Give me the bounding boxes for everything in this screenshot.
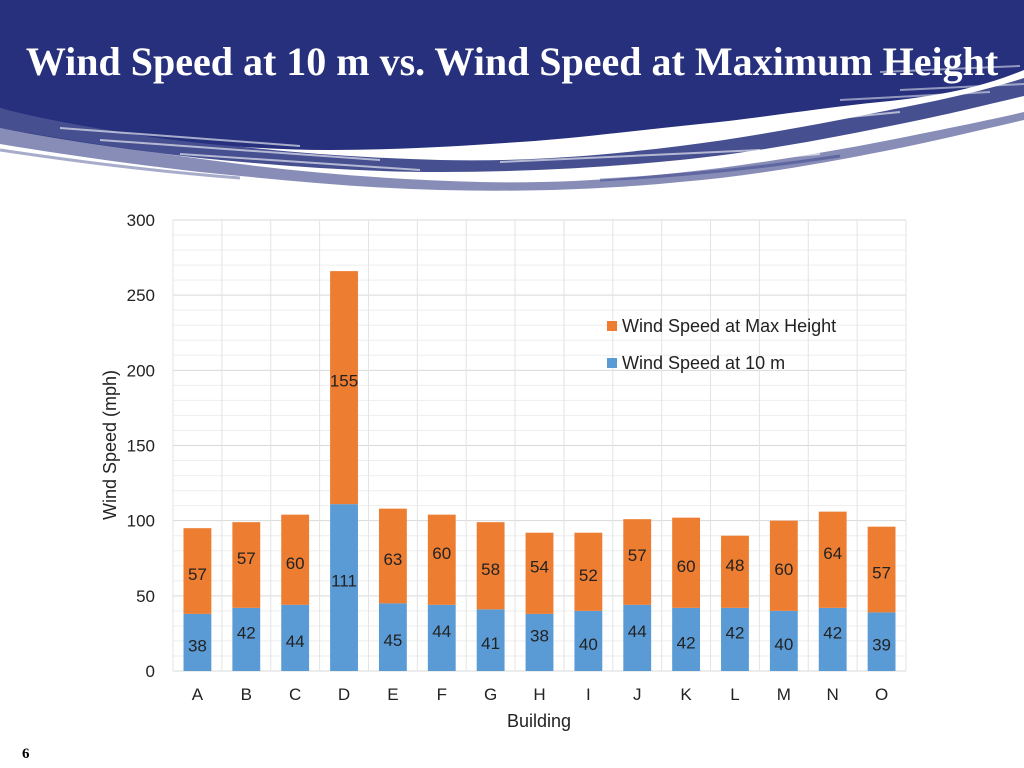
x-tick-label-J: J [633,685,642,704]
data-label-10m-A: 38 [188,636,207,655]
data-label-10m-E: 45 [383,631,402,650]
data-label-max-height-M: 60 [774,560,793,579]
axes: 0 50 100 150 200 250 300 A B C D E F G H I J K L M N O [127,211,889,704]
data-label-max-height-D: 155 [330,372,358,391]
legend: Wind Speed at Max Height Wind Speed at 10… [607,316,836,373]
bar-max-height-F [427,514,456,605]
y-tick-label: 50 [136,587,155,606]
data-label-10m-L: 42 [726,623,745,642]
data-label-max-height-C: 60 [286,554,305,573]
data-label-max-height-B: 57 [237,549,256,568]
bar-10m-I [574,610,603,671]
bar-max-height-L [721,535,749,608]
bar-max-height-N [818,511,847,608]
header-banner [0,0,1024,191]
y-axis-title: Wind Speed (mph) [100,370,120,520]
data-label-max-height-H: 54 [530,557,549,576]
data-label-10m-K: 42 [677,633,696,652]
data-label-max-height-L: 48 [726,556,745,575]
x-tick-label-A: A [192,685,204,704]
bar-10m-N [818,607,847,671]
bar-10m-A [183,613,212,671]
x-tick-label-L: L [730,685,739,704]
y-tick-label: 150 [127,437,155,456]
bar-max-height-A [183,528,212,614]
bar-10m-E [378,603,407,671]
legend-label: Wind Speed at 10 m [622,353,785,373]
x-axis-title: Building [507,711,571,731]
bar-max-height-M [769,520,798,611]
data-label-10m-H: 38 [530,626,549,645]
x-tick-label-O: O [875,685,888,704]
y-tick-label: 250 [127,286,155,305]
x-tick-label-I: I [586,685,591,704]
data-label-10m-I: 40 [579,635,598,654]
bar-10m-H [525,613,554,671]
bar-max-height-O [867,526,896,613]
bar-10m-F [427,604,456,671]
data-label-max-height-O: 57 [872,564,891,583]
legend-swatch [607,321,617,331]
x-tick-label-B: B [241,685,252,704]
slide-number: 6 [22,746,30,762]
x-tick-label-C: C [289,685,301,704]
data-label-10m-B: 42 [237,623,256,642]
x-tick-label-N: N [827,685,839,704]
data-label-10m-G: 41 [481,634,500,653]
slide-title: Wind Speed at 10 m vs. Wind Speed at Max… [25,39,999,84]
bar-max-height-G [476,522,505,610]
data-label-max-height-F: 60 [432,544,451,563]
x-tick-label-G: G [484,685,497,704]
data-label-max-height-K: 60 [677,557,696,576]
bar-10m-D [330,504,358,671]
data-label-max-height-G: 58 [481,560,500,579]
bar-10m-G [476,609,505,671]
legend-swatch [607,358,617,368]
data-label-10m-O: 39 [872,636,891,655]
y-tick-label: 100 [127,512,155,531]
x-tick-label-D: D [338,685,350,704]
bar-10m-C [281,604,310,671]
x-tick-label-E: E [387,685,398,704]
y-tick-label: 0 [146,662,155,681]
bar-max-height-E [378,508,407,604]
data-label-10m-N: 42 [823,623,842,642]
data-label-max-height-N: 64 [823,544,842,563]
bar-10m-M [769,610,798,671]
x-tick-label-F: F [437,685,447,704]
x-tick-label-H: H [533,685,545,704]
data-label-10m-J: 44 [628,622,647,641]
bar-10m-B [232,607,261,671]
bar-max-height-C [281,514,310,605]
y-tick-label: 300 [127,211,155,230]
bar-10m-K [672,607,701,671]
bar-max-height-K [672,517,701,608]
bar-max-height-D [330,271,358,505]
bar-max-height-J [623,519,652,605]
bar-max-height-H [525,532,554,614]
y-tick-label: 200 [127,361,155,380]
data-label-10m-F: 44 [432,622,451,641]
data-label-max-height-I: 52 [579,566,598,585]
bar-max-height-B [232,522,261,608]
data-label-max-height-E: 63 [383,550,402,569]
data-label-10m-C: 44 [286,632,305,651]
bar-10m-L [721,607,749,671]
data-label-10m-M: 40 [774,635,793,654]
bars [183,271,896,671]
data-label-max-height-J: 57 [628,546,647,565]
bar-max-height-I [574,532,603,611]
data-label-max-height-A: 57 [188,565,207,584]
legend-label: Wind Speed at Max Height [622,316,836,336]
data-labels: 38 57 42 57 44 60 111 155 45 63 44 60 41 58 38 54 40 52 44… [188,372,891,656]
bar-10m-J [623,604,652,671]
x-tick-label-M: M [777,685,791,704]
data-label-10m-D: 111 [331,572,357,591]
bar-10m-O [867,612,896,671]
x-tick-label-K: K [680,685,692,704]
